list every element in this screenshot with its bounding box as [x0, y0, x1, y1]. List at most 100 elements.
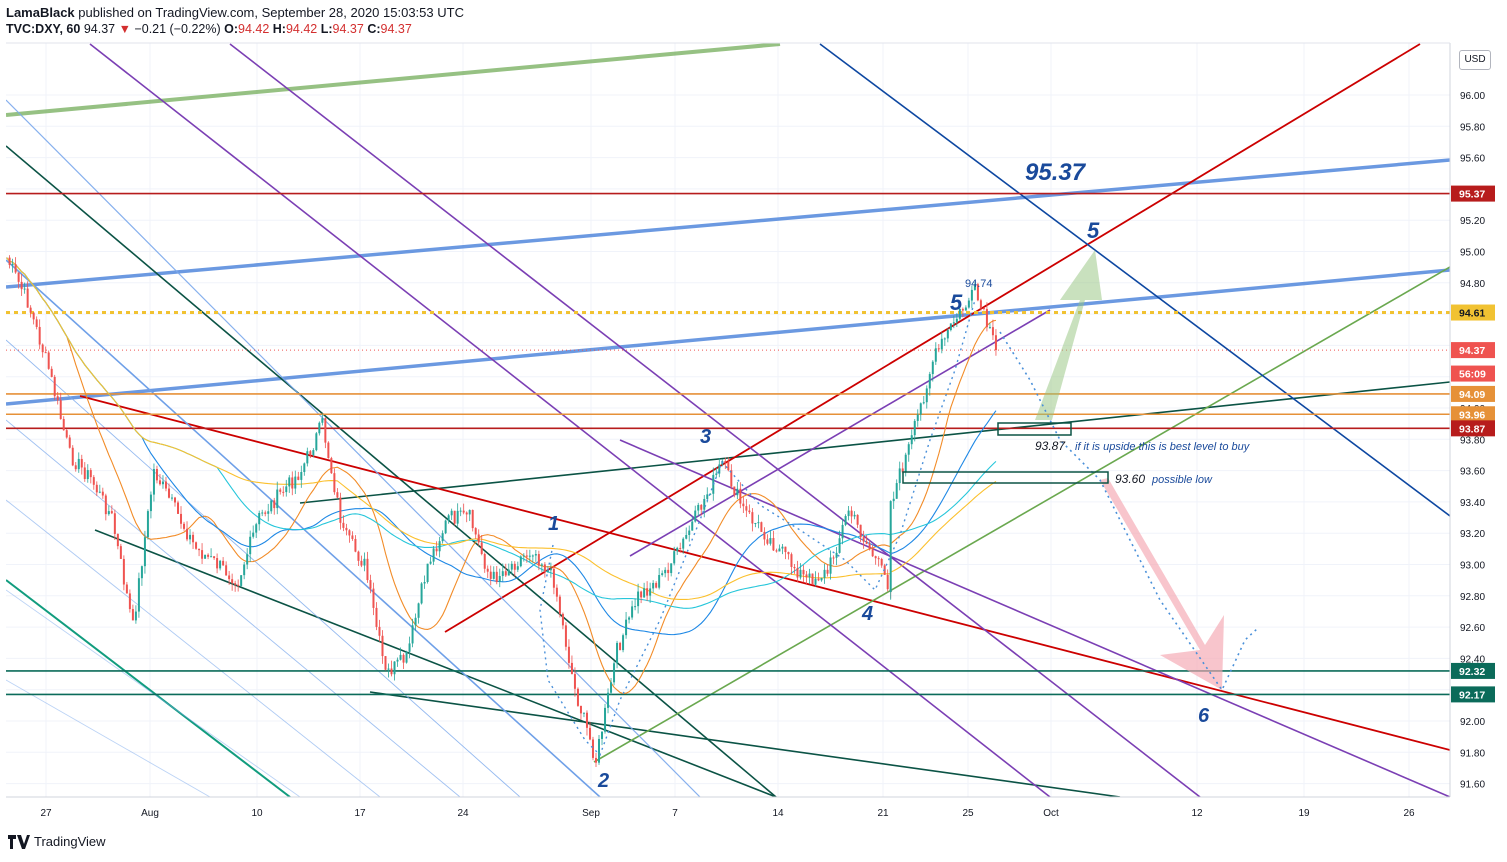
- price-badge-label: 94.37: [1459, 345, 1485, 357]
- published-text: published on TradingView.com, September …: [78, 5, 464, 20]
- candle-body: [940, 338, 943, 350]
- author-name[interactable]: LamaBlack: [6, 5, 75, 20]
- close-label: C:: [367, 22, 381, 36]
- candle-body: [429, 561, 432, 564]
- candle-body: [868, 543, 871, 550]
- candle-body: [543, 564, 546, 573]
- footer: TradingView: [8, 834, 106, 849]
- candle-body: [174, 497, 176, 503]
- candle-body: [366, 558, 369, 581]
- candle-body: [510, 563, 513, 570]
- candle-body: [288, 477, 291, 487]
- candle-body: [961, 308, 964, 311]
- candle-body: [375, 607, 378, 627]
- candle-body: [92, 477, 95, 485]
- candle-body: [312, 450, 315, 456]
- candle-body: [835, 552, 838, 558]
- trend-line: [6, 99, 701, 797]
- price-tick-label: 93.00: [1460, 561, 1485, 572]
- candle-body: [904, 454, 907, 473]
- candle-body: [540, 564, 543, 566]
- trend-line: [6, 589, 301, 797]
- low-label: L:: [320, 22, 333, 36]
- moving-average-line: [6, 257, 997, 601]
- candle-body: [649, 588, 652, 596]
- candle-body: [38, 326, 41, 345]
- candle-body: [679, 547, 682, 549]
- projected-path: [999, 331, 1259, 692]
- price-chart[interactable]: 91.6091.8092.0092.2092.4092.6092.8093.00…: [0, 0, 1507, 830]
- candle-body: [489, 571, 492, 579]
- candle-body: [384, 656, 387, 670]
- candle-body: [408, 643, 411, 652]
- candle-body: [937, 348, 940, 350]
- candle-body: [549, 568, 552, 571]
- price-badge-label: 92.32: [1459, 666, 1485, 678]
- candle-body: [537, 554, 540, 566]
- candle-body: [426, 563, 429, 583]
- candle-body: [146, 511, 149, 538]
- candle-body: [468, 510, 471, 515]
- candle-body: [471, 510, 474, 529]
- candle-body: [456, 510, 459, 524]
- time-axis[interactable]: 27 Aug 10 17 24 Sep 7 14 21 25 Oct 12 19 26: [40, 808, 1415, 819]
- candle-body: [354, 538, 357, 552]
- candle-body: [528, 555, 531, 557]
- candle-body: [943, 338, 946, 340]
- trend-line: [6, 419, 461, 797]
- open-value: 94.42: [238, 22, 270, 36]
- candle-body: [591, 739, 594, 758]
- wave-path: [539, 299, 976, 757]
- candle-body: [967, 300, 970, 308]
- candle-body: [655, 582, 658, 588]
- candle-body: [787, 552, 790, 555]
- currency-selector[interactable]: USD: [1459, 50, 1491, 70]
- candle-body: [661, 573, 664, 576]
- candle-body: [167, 488, 170, 498]
- brand-name[interactable]: TradingView: [34, 834, 106, 849]
- candle-body: [889, 551, 892, 593]
- candle-body: [504, 571, 507, 576]
- candle-body: [598, 738, 601, 763]
- price-tick-label: 93.60: [1460, 467, 1485, 478]
- candle-body: [161, 481, 164, 485]
- trend-line: [299, 381, 1450, 504]
- trend-line: [6, 499, 381, 797]
- candle-body: [700, 504, 703, 510]
- trend-line: [6, 268, 1450, 406]
- candle-body: [829, 557, 832, 574]
- candle-body: [694, 510, 697, 522]
- candle-body: [760, 522, 763, 532]
- candle-body: [441, 533, 444, 542]
- candle-body: [125, 584, 128, 594]
- candle-body: [116, 533, 119, 547]
- time-tick-label: 26: [1403, 808, 1415, 819]
- candle-body: [119, 546, 122, 559]
- price-badge: [1451, 406, 1495, 423]
- candle-body: [246, 554, 249, 565]
- time-tick-label: 21: [877, 808, 889, 819]
- candle-body: [315, 433, 318, 451]
- candle-body: [351, 535, 354, 539]
- candle-body: [946, 330, 949, 339]
- candle-body: [805, 574, 808, 578]
- candle-body: [631, 606, 634, 618]
- candle-body: [300, 471, 303, 480]
- candle-body: [931, 361, 934, 375]
- trend-line: [819, 43, 1450, 517]
- candle-body: [89, 470, 92, 478]
- price-tick-label: 95.00: [1460, 248, 1485, 259]
- candle-body: [110, 511, 113, 514]
- candle-body: [640, 591, 643, 598]
- candle-body: [56, 396, 59, 401]
- candle-body: [74, 465, 77, 470]
- price-badge-label: 93.96: [1459, 409, 1485, 421]
- candle-body: [216, 558, 219, 569]
- candle-body: [336, 492, 339, 498]
- symbol-name[interactable]: TVC:DXY, 60: [6, 22, 81, 36]
- publish-line: LamaBlack published on TradingView.com, …: [6, 4, 464, 21]
- candle-body: [715, 473, 718, 475]
- candle-body: [270, 500, 273, 512]
- candle-body: [345, 527, 348, 531]
- candle-body: [237, 584, 240, 586]
